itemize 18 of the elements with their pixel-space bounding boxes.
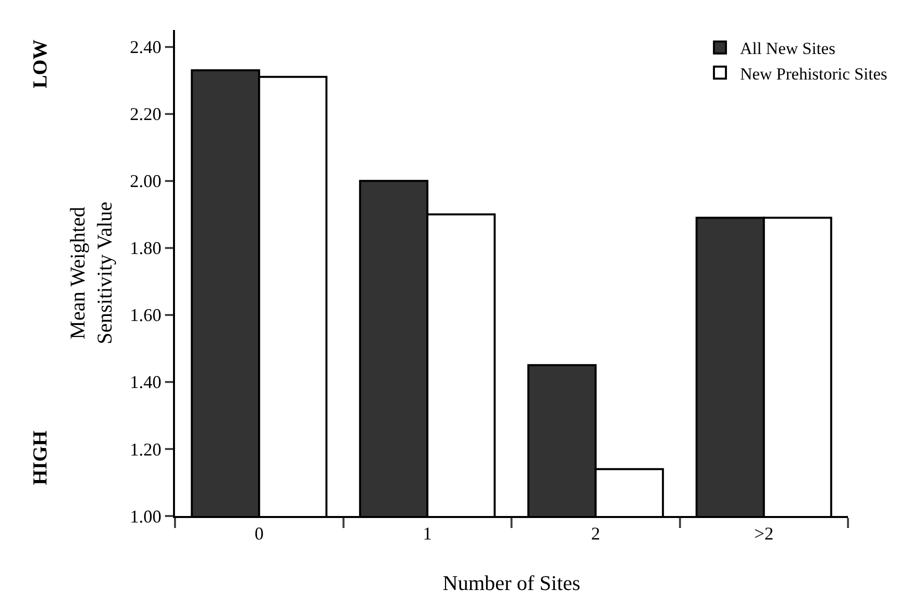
x-axis-title: Number of Sites	[442, 571, 580, 595]
y-tick-label: 1.00	[130, 506, 162, 526]
y-tick-label: 1.60	[130, 305, 162, 326]
y-tick-label: 1.20	[130, 439, 162, 460]
y-axis-title: Mean Weighted Sensitivity Value	[65, 202, 117, 344]
x-tick-label: 2	[591, 524, 600, 544]
y-tick-label: 2.00	[130, 171, 162, 192]
x-tick-label: >2	[754, 524, 774, 544]
y-tick-label: 1.80	[130, 238, 162, 258]
y-tick-label: 2.40	[130, 37, 162, 58]
text: LOW	[29, 40, 52, 88]
y-tick-label: 2.20	[130, 104, 162, 124]
text: HIGH	[30, 430, 52, 486]
legend-label: New Prehistoric Sites	[740, 64, 888, 84]
x-tick-label: 0	[254, 524, 264, 544]
x-tick-label: 1	[422, 524, 432, 544]
legend-label: All New Sites	[740, 39, 836, 58]
y-tick-label: 1.40	[130, 372, 162, 392]
